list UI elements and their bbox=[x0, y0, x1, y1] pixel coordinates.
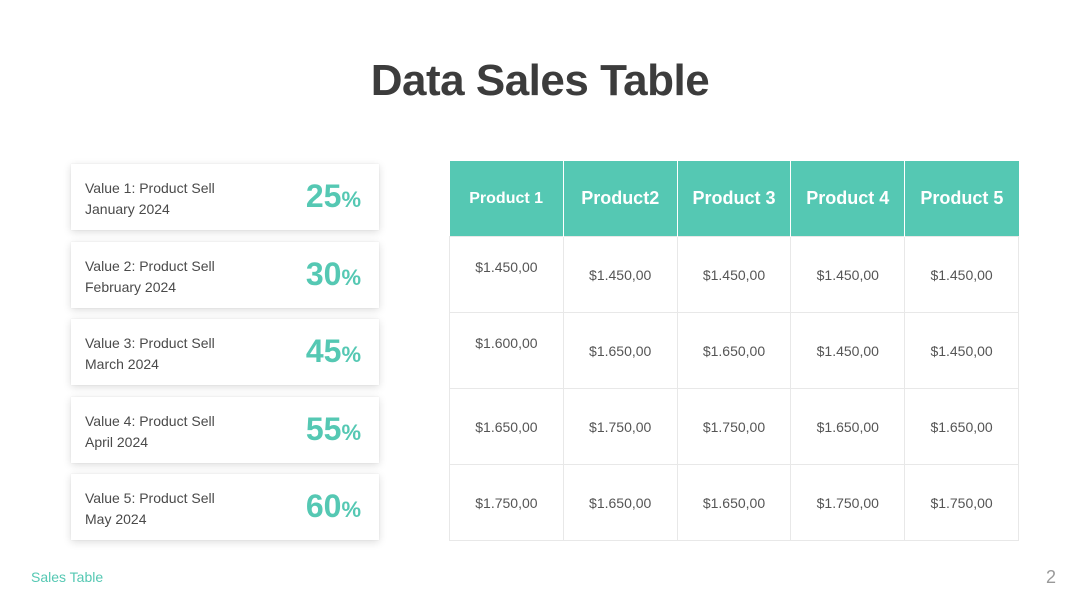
table-cell: $1.450,00 bbox=[904, 312, 1019, 389]
table-cell: $1.650,00 bbox=[904, 388, 1019, 465]
card-label-line2: February 2024 bbox=[85, 278, 177, 295]
table-cell: $1.750,00 bbox=[790, 464, 906, 541]
card-percentage: 25% bbox=[306, 176, 361, 220]
card-label-line2: May 2024 bbox=[85, 511, 147, 527]
value-card: Value 1: Product Sell January 2024 25% bbox=[71, 164, 379, 230]
percentage-value: 55 bbox=[305, 410, 342, 447]
table-cell: $1.650,00 bbox=[676, 312, 792, 389]
page-title: Data Sales Table bbox=[370, 56, 710, 105]
value-card: Value 2: Product Sell February 2024 30% bbox=[71, 241, 379, 308]
table-cell: $1.750,00 bbox=[676, 388, 792, 465]
percentage-value: 60 bbox=[305, 488, 342, 524]
card-label: Value 5: Product Sell May 2024 bbox=[85, 488, 215, 530]
card-label-line1: Value 2: Product Sell bbox=[85, 257, 215, 274]
card-percentage: 45% bbox=[306, 331, 361, 375]
card-label-line1: Value 1: Product Sell bbox=[85, 180, 215, 196]
value-cards: Value 1: Product Sell January 2024 25% V… bbox=[71, 164, 379, 552]
table-cell: $1.650,00 bbox=[449, 388, 564, 465]
table-cell: $1.600,00 bbox=[449, 312, 564, 389]
table-cell: $1.450,00 bbox=[449, 236, 564, 313]
column-header: Product2 bbox=[562, 161, 678, 237]
card-label: Value 2: Product Sell February 2024 bbox=[85, 256, 215, 298]
card-label-line1: Value 5: Product Sell bbox=[85, 490, 215, 506]
column-header: Product 1 bbox=[449, 161, 564, 237]
table-cell: $1.650,00 bbox=[676, 464, 792, 541]
card-label-line2: March 2024 bbox=[85, 356, 159, 372]
table-cell: $1.450,00 bbox=[904, 236, 1019, 313]
table-cell: $1.650,00 bbox=[562, 312, 678, 389]
percentage-value: 30 bbox=[305, 255, 342, 292]
table-cell: $1.750,00 bbox=[562, 388, 678, 465]
table-cell: $1.450,00 bbox=[562, 236, 678, 313]
percentage-value: 45 bbox=[305, 333, 342, 369]
table-row: $1.650,00 $1.750,00 $1.750,00 $1.650,00 … bbox=[449, 388, 1019, 465]
sales-table: Product 1 Product2 Product 3 Product 4 P… bbox=[449, 161, 1019, 541]
footer-label: Sales Table bbox=[31, 569, 104, 585]
table-row: $1.600,00 $1.650,00 $1.650,00 $1.450,00 … bbox=[449, 312, 1019, 389]
percent-sign: % bbox=[341, 264, 361, 290]
card-label: Value 3: Product Sell March 2024 bbox=[85, 333, 215, 375]
table-cell: $1.750,00 bbox=[904, 464, 1019, 541]
table-cell: $1.650,00 bbox=[562, 464, 678, 541]
card-label-line1: Value 4: Product Sell bbox=[85, 412, 215, 429]
card-label-line2: January 2024 bbox=[85, 201, 170, 217]
percentage-value: 25 bbox=[305, 178, 342, 214]
percent-sign: % bbox=[341, 187, 361, 212]
page-number: 2 bbox=[1045, 567, 1056, 587]
table-row: $1.750,00 $1.650,00 $1.650,00 $1.750,00 … bbox=[449, 464, 1019, 541]
column-header: Product 4 bbox=[790, 161, 905, 237]
table-header-row: Product 1 Product2 Product 3 Product 4 P… bbox=[449, 161, 1019, 237]
card-label-line1: Value 3: Product Sell bbox=[85, 335, 215, 351]
percent-sign: % bbox=[341, 342, 361, 367]
value-card: Value 5: Product Sell May 2024 60% bbox=[71, 474, 379, 540]
table-cell: $1.450,00 bbox=[790, 236, 906, 313]
card-percentage: 55% bbox=[306, 409, 361, 453]
table-row: $1.450,00 $1.450,00 $1.450,00 $1.450,00 … bbox=[449, 236, 1019, 313]
value-card: Value 3: Product Sell March 2024 45% bbox=[71, 319, 379, 385]
value-card: Value 4: Product Sell April 2024 55% bbox=[71, 396, 379, 463]
column-header: Product 5 bbox=[904, 161, 1019, 237]
column-header: Product 3 bbox=[676, 161, 791, 237]
card-percentage: 60% bbox=[306, 486, 361, 530]
percent-sign: % bbox=[341, 497, 361, 522]
table-cell: $1.650,00 bbox=[790, 388, 906, 465]
table-cell: $1.450,00 bbox=[676, 236, 792, 313]
card-percentage: 30% bbox=[306, 254, 361, 298]
table-cell: $1.750,00 bbox=[449, 464, 564, 541]
table-cell: $1.450,00 bbox=[790, 312, 906, 389]
card-label-line2: April 2024 bbox=[85, 433, 149, 450]
card-label: Value 1: Product Sell January 2024 bbox=[85, 178, 215, 220]
percent-sign: % bbox=[341, 419, 361, 445]
card-label: Value 4: Product Sell April 2024 bbox=[85, 411, 215, 453]
